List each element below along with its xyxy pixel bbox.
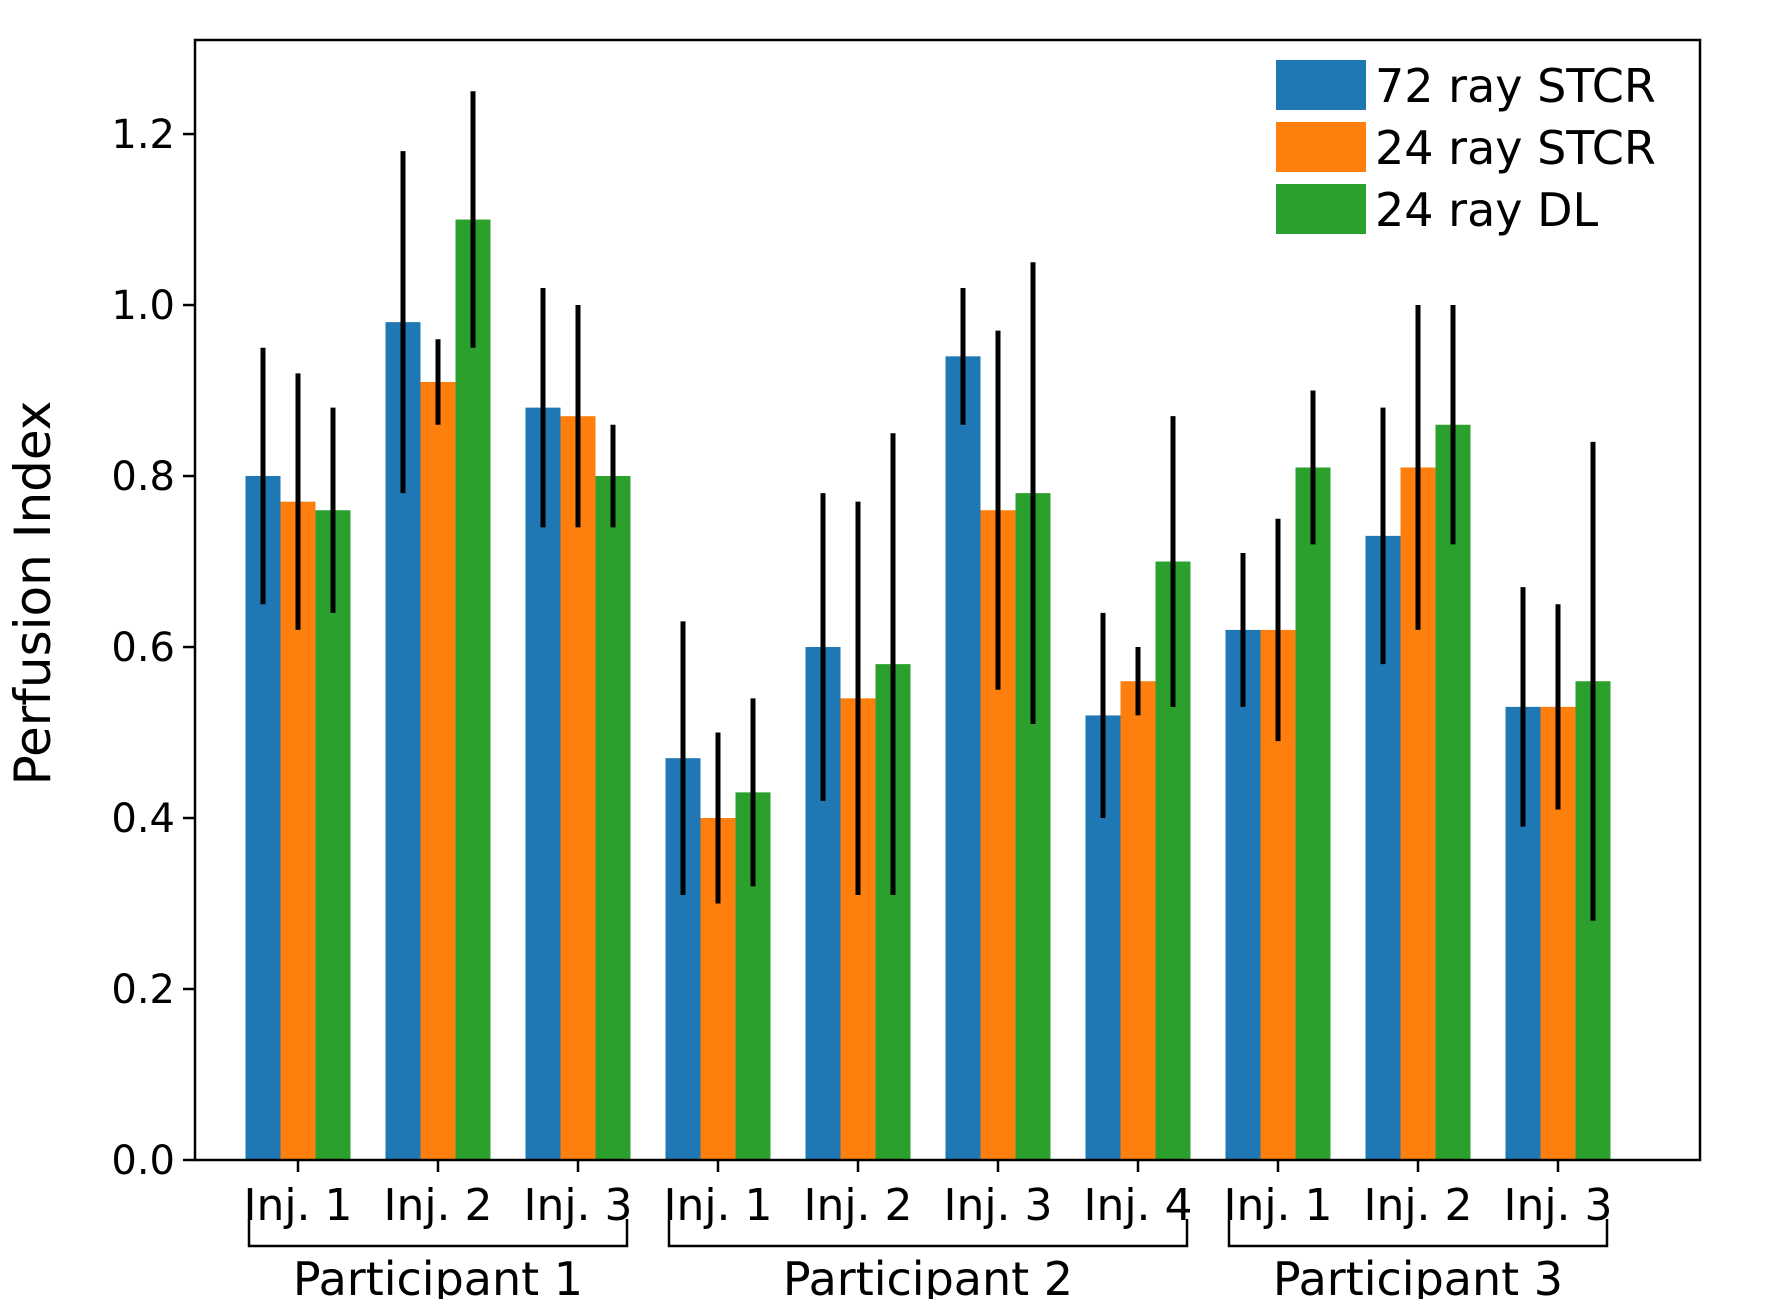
x-tick-label: Inj. 1 [1223,1180,1332,1231]
x-tick-label: Inj. 2 [1363,1180,1472,1231]
y-tick-label: 1.0 [111,283,175,329]
y-tick-label: 0.4 [111,796,175,842]
x-tick-label: Inj. 2 [803,1180,912,1231]
group-label: Participant 1 [293,1252,583,1299]
bar-72-ray-stcr [1225,629,1261,1160]
bar-72-ray-stcr [525,407,561,1161]
legend-swatch [1276,60,1366,110]
bars [245,219,1611,1161]
bar-24-ray-dl [595,476,631,1161]
group-bracket [667,1219,1189,1248]
x-tick-label: Inj. 3 [523,1180,632,1231]
x-tick-label: Inj. 4 [1083,1180,1192,1231]
bar-24-ray-dl [1295,467,1331,1160]
legend-swatch [1276,184,1366,234]
y-tick-label: 0.0 [111,1138,175,1184]
bar-72-ray-stcr [945,356,981,1160]
y-tick-label: 0.2 [111,967,175,1013]
y-axis-label: Perfusion Index [4,401,62,786]
plot-frame [193,38,1702,1162]
legend-label: 24 ray DL [1375,183,1599,237]
group-label: Participant 2 [783,1252,1073,1299]
group-bracket [247,1219,629,1248]
legend: 72 ray STCR 24 ray STCR 24 ray DL [1276,59,1656,237]
group-bracket [1227,1219,1609,1248]
bar-24-ray-dl [315,510,351,1160]
bar-24-ray-stcr [1120,681,1156,1160]
group-brackets: Participant 1 Participant 2 Participant 3 [247,1219,1609,1299]
group-label: Participant 3 [1273,1252,1563,1299]
bar-24-ray-dl [1435,424,1471,1161]
bar-24-ray-stcr [560,416,596,1160]
x-tick-label: Inj. 3 [943,1180,1052,1231]
x-tick-label: Inj. 1 [243,1180,352,1231]
legend-swatch [1276,122,1366,172]
x-tick-label: Inj. 1 [663,1180,772,1231]
y-axis: 0.0 0.2 0.4 0.6 0.8 1.0 1.2 [111,112,195,1184]
legend-label: 24 ray STCR [1375,121,1656,175]
legend-label: 72 ray STCR [1375,59,1656,113]
y-tick-label: 0.8 [111,454,175,500]
x-axis: Inj. 1 Inj. 2 Inj. 3 Inj. 1 Inj. 2 Inj. 3 Inj.… [243,1160,1613,1231]
y-tick-label: 0.6 [111,625,175,671]
bar-24-ray-stcr [420,381,456,1160]
x-tick-label: Inj. 2 [383,1180,492,1231]
error-bars [260,91,1596,921]
y-tick-label: 1.2 [111,112,175,158]
bar-24-ray-dl [455,219,491,1160]
x-tick-label: Inj. 3 [1503,1180,1612,1231]
